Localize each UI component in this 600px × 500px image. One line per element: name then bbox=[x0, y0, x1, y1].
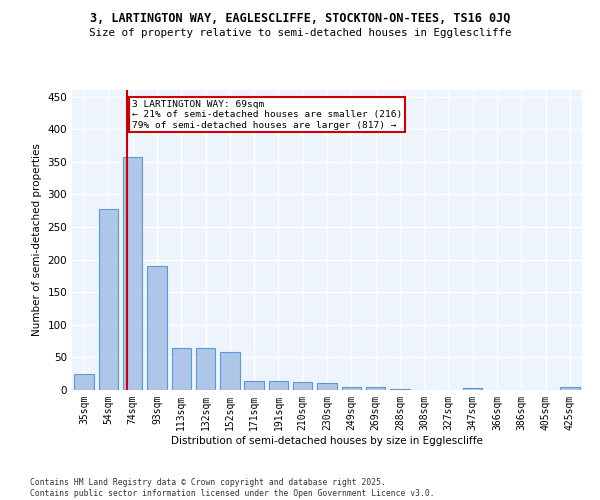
Bar bbox=[366, 386, 385, 390]
Bar bbox=[147, 266, 167, 390]
Bar bbox=[244, 381, 264, 390]
Bar bbox=[463, 388, 482, 390]
Bar bbox=[99, 208, 118, 390]
Bar bbox=[293, 382, 313, 390]
Bar bbox=[317, 384, 337, 390]
X-axis label: Distribution of semi-detached houses by size in Egglescliffe: Distribution of semi-detached houses by … bbox=[171, 436, 483, 446]
Bar bbox=[560, 388, 580, 390]
Text: Contains HM Land Registry data © Crown copyright and database right 2025.
Contai: Contains HM Land Registry data © Crown c… bbox=[30, 478, 434, 498]
Bar bbox=[220, 352, 239, 390]
Bar bbox=[341, 386, 361, 390]
Text: 3, LARTINGTON WAY, EAGLESCLIFFE, STOCKTON-ON-TEES, TS16 0JQ: 3, LARTINGTON WAY, EAGLESCLIFFE, STOCKTO… bbox=[90, 12, 510, 26]
Bar bbox=[172, 348, 191, 390]
Bar bbox=[196, 348, 215, 390]
Bar bbox=[74, 374, 94, 390]
Y-axis label: Number of semi-detached properties: Number of semi-detached properties bbox=[32, 144, 42, 336]
Bar bbox=[269, 381, 288, 390]
Text: Size of property relative to semi-detached houses in Egglescliffe: Size of property relative to semi-detach… bbox=[89, 28, 511, 38]
Bar bbox=[123, 157, 142, 390]
Text: 3 LARTINGTON WAY: 69sqm
← 21% of semi-detached houses are smaller (216)
79% of s: 3 LARTINGTON WAY: 69sqm ← 21% of semi-de… bbox=[131, 100, 402, 130]
